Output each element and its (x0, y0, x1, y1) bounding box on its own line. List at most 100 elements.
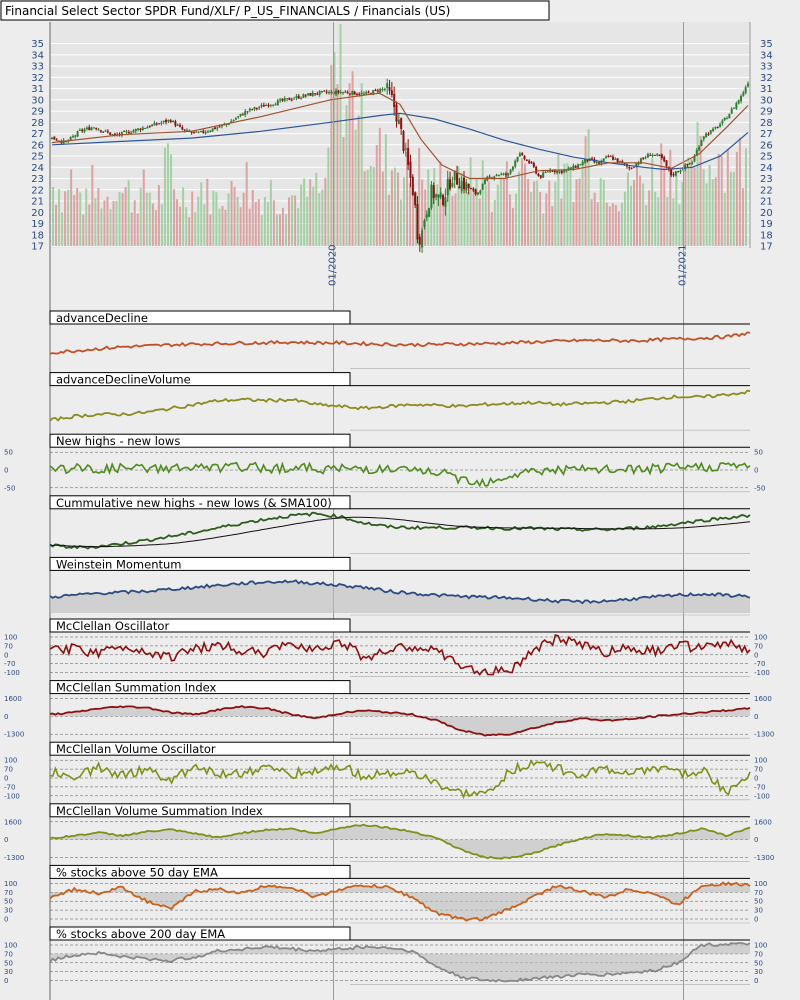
price-y-tick-label-right: 18 (760, 230, 773, 241)
candle-body (598, 162, 601, 164)
chart-title: Financial Select Sector SPDR Fund/XLF/ P… (5, 4, 450, 18)
candle-body (733, 107, 736, 109)
candle-body (244, 111, 247, 116)
candle-body (539, 175, 542, 178)
candle-body (744, 87, 747, 93)
candle-body (53, 136, 56, 140)
panel-title: Weinstein Momentum (56, 557, 182, 571)
candle-body (737, 100, 740, 104)
volume-bar (445, 200, 448, 246)
candle-body (495, 174, 498, 176)
candle-body (472, 188, 475, 191)
candle-body (151, 124, 154, 127)
candle-body (251, 109, 254, 111)
volume-bar (396, 172, 399, 246)
panel-y-tick-left: 50 (4, 959, 13, 967)
volume-bar (272, 200, 275, 246)
candle-body (162, 120, 165, 123)
candle-body (719, 124, 722, 127)
candle-body (591, 158, 594, 160)
candle-body (523, 155, 526, 160)
candle-body (297, 95, 300, 99)
candle-body (488, 176, 491, 178)
candle-body (607, 156, 610, 158)
x-tick-label: 01/2020 (328, 244, 339, 286)
candle-body (602, 158, 605, 162)
volume-bar (300, 184, 303, 246)
candle-body (216, 127, 219, 129)
candle-body (362, 93, 365, 95)
volume-bar (400, 199, 402, 246)
candle-body (453, 170, 456, 181)
volume-bar (723, 192, 726, 246)
candle-body (425, 214, 428, 218)
candle-body (504, 173, 507, 176)
candle-body (204, 132, 207, 134)
panel-y-tick-left: 0 (4, 651, 8, 659)
volume-bar (163, 147, 166, 246)
candle-body (546, 171, 549, 173)
candle-body (81, 129, 84, 132)
price-y-tick-label-left: 29 (31, 107, 44, 118)
volume-bar (514, 193, 517, 246)
price-y-tick-label-right: 17 (760, 242, 773, 253)
candle-body (670, 168, 673, 176)
candle-body (181, 127, 184, 130)
volume-bar (263, 196, 266, 246)
panel-y-tick-right: 30 (754, 968, 763, 976)
volume-bar (629, 185, 632, 246)
candle-body (469, 188, 472, 190)
candle-body (414, 192, 417, 206)
candle-body (274, 104, 277, 106)
candle-body (95, 128, 98, 130)
candle-body (507, 173, 510, 176)
panel-title: McClellan Oscillator (56, 619, 169, 633)
volume-bar (224, 209, 227, 246)
volume-bar (315, 172, 318, 246)
candle-body (556, 170, 559, 174)
panel-y-tick-left: 100 (4, 880, 17, 888)
candle-body (300, 97, 303, 99)
panel-y-tick-left: 1600 (4, 818, 22, 826)
panel-y-tick-right: 1600 (754, 818, 772, 826)
candle-body (644, 157, 647, 159)
candle-body (409, 161, 412, 178)
volume-bar (351, 71, 354, 247)
candle-body (656, 153, 659, 156)
candle-body (283, 98, 286, 101)
candle-body (302, 94, 305, 98)
price-y-tick-label-left: 32 (31, 73, 44, 84)
cumulative-new-highs-lows-panel: Cummulative new highs - new lows (& SMA1… (49, 495, 751, 554)
price-y-tick-label-left: 25 (31, 152, 44, 163)
candle-body (106, 131, 109, 133)
volume-bar (260, 215, 263, 246)
candle-body (172, 120, 175, 123)
candle-body (528, 160, 531, 164)
candle-body (698, 146, 701, 151)
price-y-tick-label-left: 34 (31, 50, 44, 61)
candle-body (253, 107, 256, 110)
candle-body (227, 123, 230, 125)
panel-y-tick-left: 50 (4, 898, 13, 906)
candle-body (127, 131, 130, 134)
panel-y-tick-right: 0 (754, 916, 758, 924)
panel-series-line (49, 579, 751, 605)
panel-title: McClellan Volume Oscillator (56, 742, 216, 756)
panel-title: McClellan Summation Index (56, 681, 217, 695)
candle-body (537, 174, 540, 177)
panel-y-tick-left: 70 (4, 889, 13, 897)
volume-bar (251, 189, 254, 246)
candle-body (90, 127, 93, 131)
panel-y-tick-right: 70 (754, 889, 763, 897)
candle-body (397, 119, 400, 125)
volume-bar (118, 192, 121, 246)
volume-bar (188, 217, 191, 246)
candle-body (372, 90, 375, 95)
candle-body (514, 160, 517, 167)
candle-body (730, 108, 733, 114)
panel-series-line (49, 942, 751, 983)
candle-body (518, 153, 521, 157)
candle-body (265, 105, 268, 107)
candle-body (318, 91, 321, 95)
candle-body (146, 126, 149, 129)
